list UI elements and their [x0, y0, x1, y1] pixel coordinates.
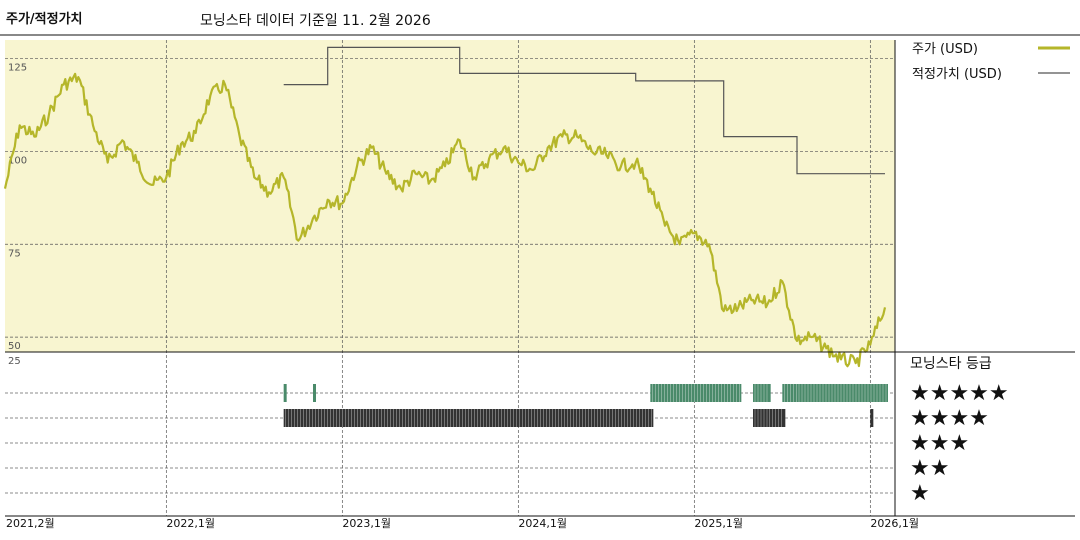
plot-background [5, 40, 895, 352]
rating-level-stars: ★★★★ [910, 406, 989, 431]
rating-bar-fill [870, 409, 874, 427]
rating-bar-5-star [782, 384, 800, 402]
chart-title: 주가/적정가치 [6, 12, 83, 27]
x-tick-label: 2025,1월 [694, 517, 743, 530]
y-tick-label: 50 [8, 341, 21, 352]
rating-bar-5-star [797, 384, 888, 402]
rating-level-stars: ★★ [910, 456, 949, 481]
x-tick-label: 2023,1월 [342, 517, 391, 530]
rating-bar-fill [313, 384, 316, 402]
x-tick-label: 2024,1월 [518, 517, 567, 530]
rating-level-stars: ★★★★★ [910, 381, 1009, 406]
series-line-fair-value [283, 46, 885, 175]
x-tick-label: 2022,1월 [166, 517, 215, 530]
rating-bar-4-star [870, 409, 874, 427]
rating-bar-4-star [767, 409, 786, 427]
x-tick-label: 2026,1월 [870, 517, 919, 530]
rating-bar-fill [753, 384, 771, 402]
rating-level-stars: ★ [910, 481, 930, 506]
legend-label: 적정가치 (USD) [912, 67, 1002, 82]
rating-level-stars: ★★★ [910, 431, 969, 456]
rating-bar-4-star [753, 409, 771, 427]
rating-bar-fill [782, 384, 800, 402]
x-tick-label: 2021,2월 [6, 517, 55, 530]
rating-bar-fill [767, 409, 786, 427]
y-tick-label: 125 [8, 63, 27, 74]
rating-panel-title: 모닝스타 등급 [910, 356, 992, 372]
series-line-price [3, 72, 887, 368]
rating-bar-fill [753, 409, 771, 427]
rating-bar-5-star [650, 384, 742, 402]
rating-bar-fill [283, 384, 287, 402]
rating-bar-5-star [753, 384, 771, 402]
rating-bar-fill [797, 384, 888, 402]
y-tick-label: 100 [8, 155, 27, 166]
rating-bar-fill [650, 384, 742, 402]
rating-bar-4-star [283, 409, 654, 427]
chart-subtitle: 모닝스타 데이터 기준일 11. 2월 2026 [200, 13, 431, 29]
rating-bar-5-star [283, 384, 287, 402]
y-tick-label: 75 [8, 248, 21, 259]
rating-bar-5-star [313, 384, 316, 402]
legend-label: 주가 (USD) [912, 42, 978, 57]
y-tick-label: 25 [8, 356, 21, 367]
